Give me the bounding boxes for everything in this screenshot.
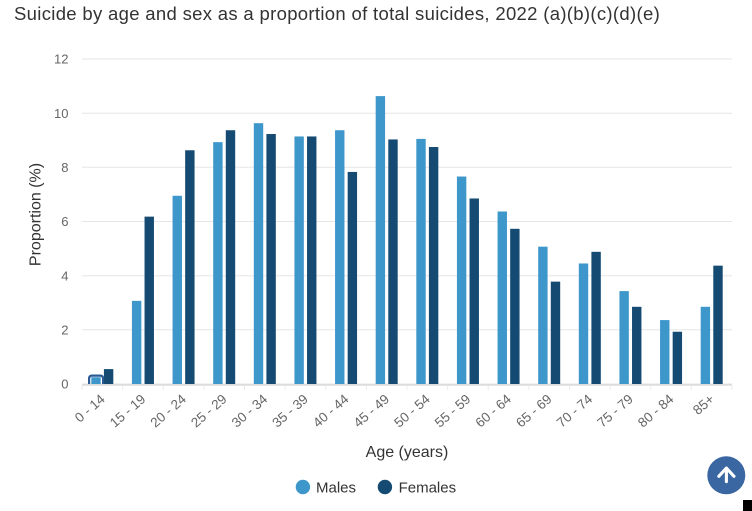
svg-text:25 - 29: 25 - 29	[188, 391, 230, 430]
svg-text:0 - 14: 0 - 14	[72, 391, 108, 425]
svg-text:8: 8	[61, 160, 68, 175]
svg-text:4: 4	[61, 268, 68, 283]
svg-text:30 - 34: 30 - 34	[229, 391, 271, 430]
svg-text:Age (years): Age (years)	[366, 444, 449, 461]
svg-text:2: 2	[61, 322, 68, 337]
svg-text:55 - 59: 55 - 59	[432, 391, 474, 430]
svg-text:6: 6	[61, 214, 68, 229]
svg-text:15 - 19: 15 - 19	[107, 391, 149, 430]
svg-text:85+: 85+	[690, 391, 717, 417]
svg-text:80 - 84: 80 - 84	[635, 391, 677, 430]
svg-text:12: 12	[54, 52, 68, 67]
svg-text:Proportion (%): Proportion (%)	[28, 163, 45, 266]
svg-text:0: 0	[61, 377, 68, 392]
svg-text:Females: Females	[399, 479, 457, 496]
svg-text:75 - 79: 75 - 79	[594, 391, 636, 430]
svg-text:50 - 54: 50 - 54	[391, 391, 433, 430]
svg-text:10: 10	[54, 106, 68, 121]
svg-text:Males: Males	[316, 479, 356, 496]
svg-text:70 - 74: 70 - 74	[554, 391, 596, 430]
svg-text:20 - 24: 20 - 24	[147, 391, 189, 430]
svg-text:35 - 39: 35 - 39	[269, 391, 311, 430]
svg-text:60 - 64: 60 - 64	[472, 391, 514, 430]
svg-text:45 - 49: 45 - 49	[351, 391, 393, 430]
svg-text:40 - 44: 40 - 44	[310, 391, 352, 430]
svg-text:65 - 69: 65 - 69	[513, 391, 555, 430]
